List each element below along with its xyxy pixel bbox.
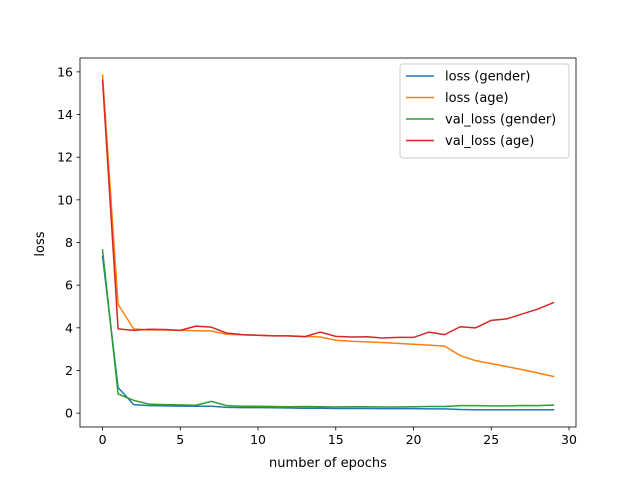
y-tick-label-7: 14 [57,107,73,122]
x-axis-label: number of epochs [269,456,387,471]
y-tick-label-0: 0 [65,406,73,421]
y-tick-label-6: 12 [57,150,73,165]
series-line-3 [101,79,555,339]
y-tick-label-1: 2 [65,363,73,378]
x-tick-label-1: 5 [176,432,184,447]
x-tick-label-0: 0 [99,432,107,447]
x-tick-label-3: 15 [328,432,344,447]
series-line-2 [101,249,555,408]
plot-area [101,74,555,411]
y-tick-label-5: 10 [57,192,73,207]
legend: loss (gender) loss (age) val_loss (gender)… [399,63,570,159]
legend-label-2: val_loss (gender) [445,113,556,128]
y-axis-label: loss [33,231,48,256]
y-tick-label-2: 4 [65,320,73,335]
legend-box [399,63,570,159]
axes: 0 5 10 15 20 25 30 0 2 4 6 8 10 12 14 16 [57,57,577,447]
series-line-0 [101,255,555,411]
x-tick-label-4: 20 [406,432,422,447]
legend-label-0: loss (gender) [445,70,530,85]
y-tick-label-4: 8 [65,235,73,250]
y-tick-label-3: 6 [65,278,73,293]
y-tick-label-8: 16 [57,64,73,79]
legend-label-1: loss (age) [445,91,509,106]
x-tick-label-2: 10 [250,432,266,447]
x-tick-label-5: 25 [483,432,499,447]
legend-label-3: val_loss (age) [445,134,534,149]
x-tick-label-6: 30 [561,432,577,447]
